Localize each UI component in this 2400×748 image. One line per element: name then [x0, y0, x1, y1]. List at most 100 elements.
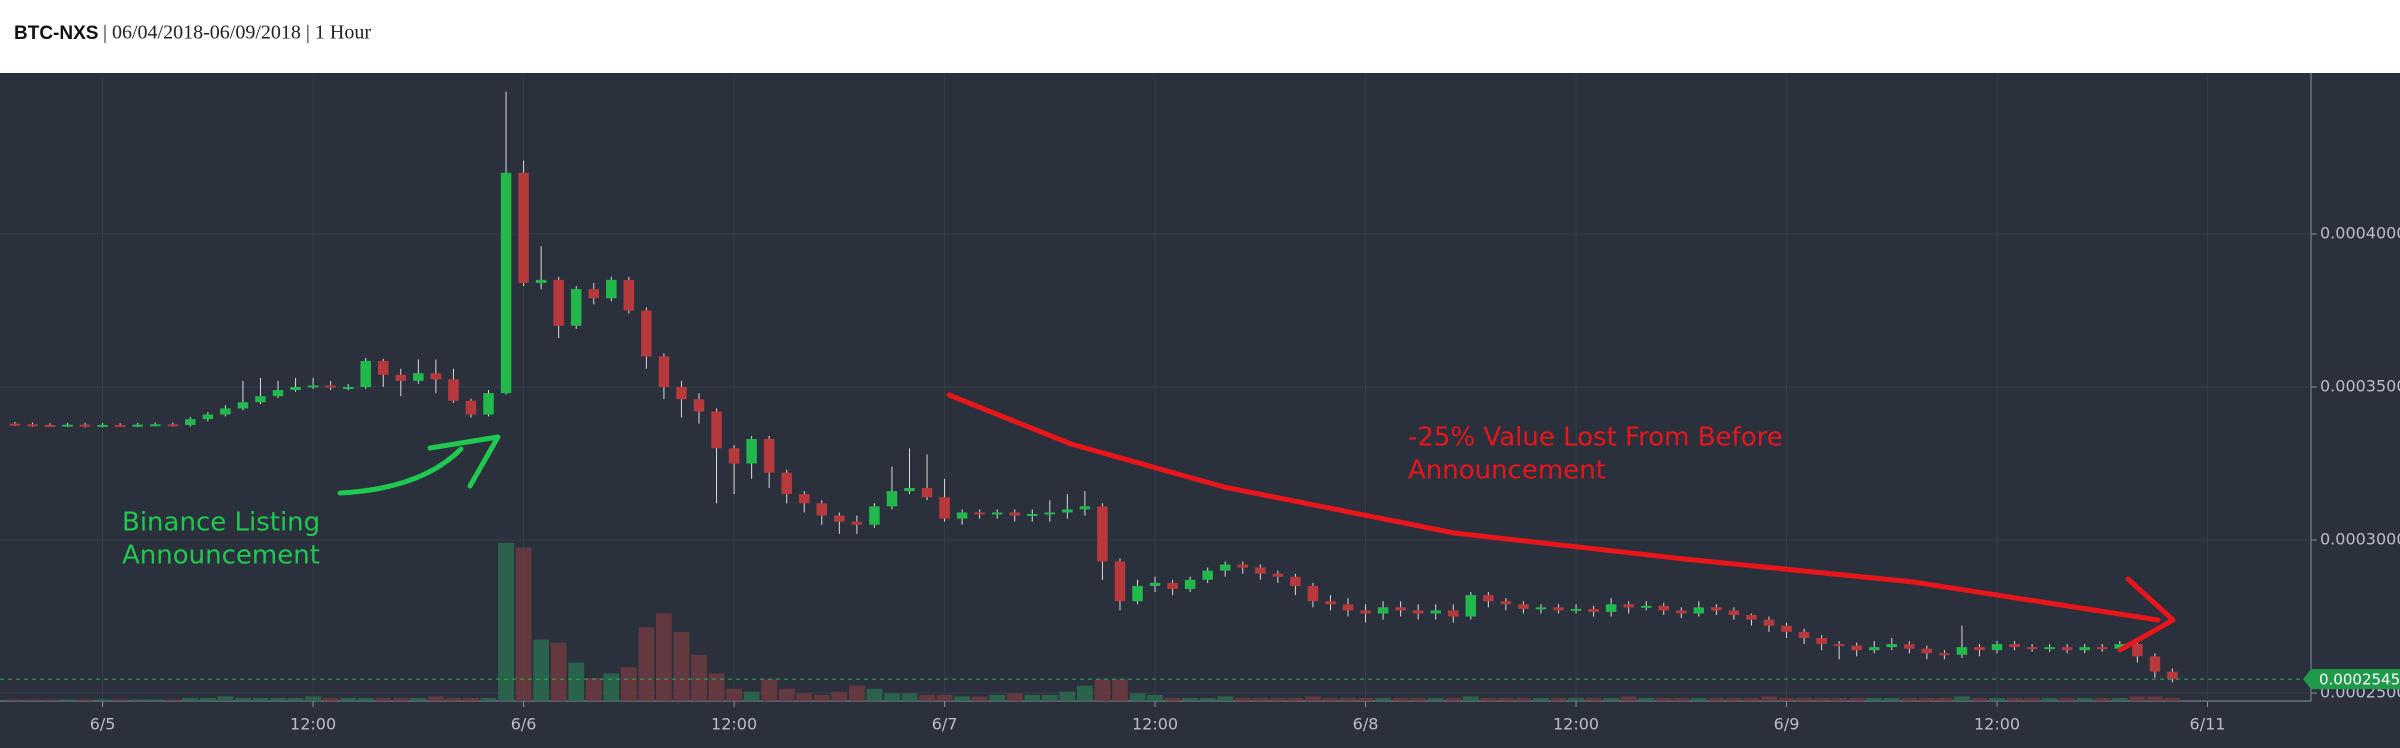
volume-bar: [77, 699, 93, 701]
candle-body: [1290, 576, 1301, 586]
x-tick-label: 6/9: [1774, 715, 1800, 734]
volume-bar: [1638, 697, 1655, 701]
candle-body: [693, 399, 705, 412]
candle-body: [378, 360, 389, 375]
volume-bar: [498, 543, 514, 701]
volume-bar: [1620, 696, 1637, 701]
candle-body: [272, 390, 284, 397]
candle-body: [1956, 647, 1968, 655]
volume-bar: [1761, 696, 1777, 701]
volume-bar: [1550, 697, 1567, 701]
volume-bar: [410, 697, 427, 701]
volume-bar: [287, 697, 304, 701]
candle-body: [2079, 647, 2090, 651]
volume-bar: [778, 688, 795, 701]
volume-bar: [112, 699, 129, 701]
volume-bar: [1287, 697, 1304, 701]
candle-body: [1079, 506, 1091, 510]
candle-body: [991, 512, 1003, 515]
annotation-text: Announcement: [122, 541, 320, 571]
candle-body: [746, 439, 757, 464]
candle-body: [1009, 512, 1020, 516]
green-arrowhead: [427, 434, 501, 489]
candle-body: [763, 439, 775, 473]
candle-body: [1097, 506, 1108, 562]
volume-bar: [1936, 697, 1953, 701]
volume-bar: [1410, 697, 1427, 701]
volume-bar: [480, 697, 497, 701]
volume-bar: [761, 679, 778, 701]
candle-body: [1132, 585, 1143, 602]
volume-bar: [2164, 697, 2181, 701]
volume-bar: [1077, 685, 1093, 701]
candle-body: [904, 487, 915, 492]
candle-body: [1325, 601, 1336, 605]
volume-bar: [1199, 697, 1216, 701]
volume-bar: [1252, 697, 1269, 701]
x-tick-label: 12:00: [1974, 715, 2020, 734]
candle-body: [1149, 582, 1161, 586]
volume-bar: [1462, 696, 1479, 701]
candle-body: [1184, 579, 1196, 589]
candle-body: [1623, 604, 1634, 608]
volume-bar: [1813, 697, 1830, 701]
candle-body: [1658, 605, 1670, 611]
candle-body: [1886, 644, 1898, 648]
green-arrow: [337, 446, 464, 496]
candle-body: [325, 385, 336, 388]
x-tick-label: 6/6: [511, 715, 537, 734]
candle-body: [1904, 644, 1915, 649]
volume-bar: [1866, 697, 1883, 701]
volume-bar: [901, 693, 918, 701]
last-price-label: 0.00025453: [2319, 671, 2400, 689]
candle-body: [1728, 610, 1740, 616]
candle-body: [1640, 605, 1652, 608]
candle-body: [132, 424, 143, 427]
x-tick-label: 12:00: [1553, 715, 1599, 734]
candle-body: [307, 385, 319, 388]
volume-bar: [1164, 697, 1181, 701]
volume-bar: [2129, 696, 2146, 701]
volume-bar: [252, 697, 269, 701]
candle-body: [1746, 615, 1757, 620]
volume-bar: [1655, 697, 1672, 701]
candle-body: [1939, 653, 1950, 656]
volume-bar: [1971, 697, 1988, 701]
candle-body: [1377, 607, 1389, 614]
volume-bar: [199, 697, 216, 701]
candle-body: [1395, 607, 1406, 611]
candle-body: [869, 506, 880, 525]
candle-body: [1974, 647, 1985, 651]
chart-title: BTC-NXS: [14, 23, 98, 44]
annotation-text: Announcement: [1408, 456, 1606, 486]
volume-layer: [7, 543, 2181, 701]
candle-body: [1430, 610, 1441, 614]
candle-body: [1342, 604, 1354, 611]
volume-bar: [2024, 697, 2040, 701]
candle-body: [1693, 607, 1705, 614]
volume-bar: [796, 693, 813, 701]
x-tick-label: 6/7: [932, 715, 958, 734]
candle-body: [570, 289, 582, 326]
x-tick-label: 12:00: [1132, 715, 1178, 734]
candle-body: [395, 374, 407, 381]
volume-bar: [1743, 697, 1760, 701]
candle-body: [1711, 607, 1722, 611]
volume-bar: [2059, 697, 2076, 701]
volume-bar: [1147, 694, 1163, 701]
volume-bar: [936, 694, 953, 701]
candle-body: [974, 512, 985, 515]
candle-body: [1465, 595, 1477, 617]
volume-bar: [638, 627, 655, 701]
volume-bar: [585, 677, 602, 701]
x-tick-label: 12:00: [711, 715, 757, 734]
volume-bar: [1533, 697, 1549, 701]
candle-body: [1027, 514, 1038, 517]
candle-body: [2097, 647, 2108, 650]
volume-bar: [831, 691, 848, 701]
candle-body: [588, 289, 600, 299]
candle-body: [2061, 647, 2073, 651]
candle-body: [1307, 585, 1319, 602]
y-tick-label: 0.00040000: [2320, 223, 2400, 242]
volume-bar: [42, 699, 58, 701]
